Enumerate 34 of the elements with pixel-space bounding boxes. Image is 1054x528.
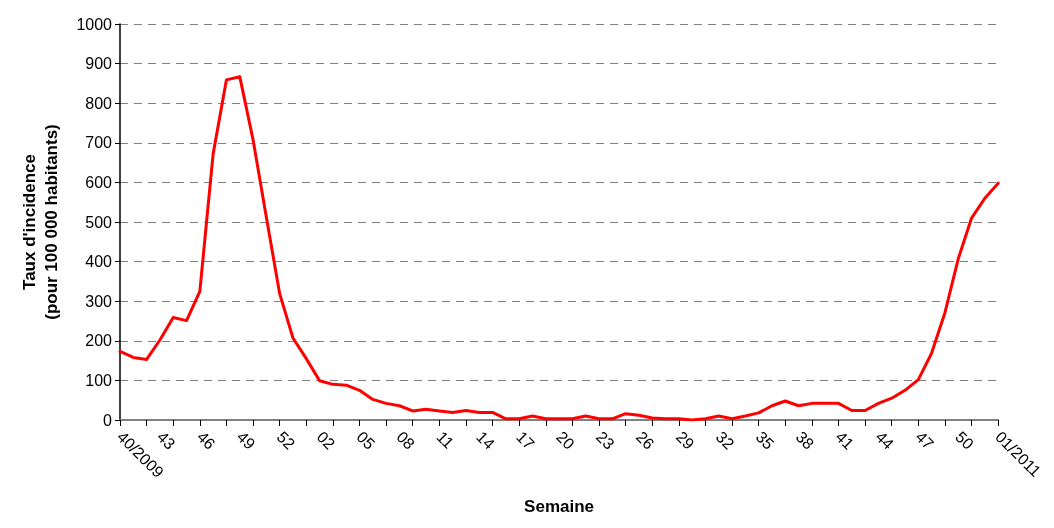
y-tick-label: 400 xyxy=(85,253,113,271)
x-tick-label: 20 xyxy=(553,427,578,453)
x-tick-label: 08 xyxy=(393,427,419,453)
y-axis-title: Taux d'incidence (pour 100 000 habitants) xyxy=(19,124,61,320)
x-tick-label: 26 xyxy=(632,427,658,453)
x-tick-label: 29 xyxy=(672,427,698,453)
y-tick-label: 1000 xyxy=(76,15,113,33)
x-tick-label: 32 xyxy=(712,427,738,453)
x-tick-label: 23 xyxy=(592,427,618,453)
y-tick-label: 200 xyxy=(85,332,113,350)
y-tick-label: 100 xyxy=(85,371,113,389)
x-tick-label: 47 xyxy=(912,427,937,453)
x-tick-label: 50 xyxy=(952,427,977,453)
x-tick-label: 52 xyxy=(273,427,299,453)
x-tick-label: 44 xyxy=(872,427,898,453)
y-tick-label: 800 xyxy=(85,94,113,112)
y-tick-label: 300 xyxy=(85,292,113,310)
y-tick-label: 700 xyxy=(85,134,113,152)
y-tick-label: 500 xyxy=(85,213,113,231)
y-tick-label: 900 xyxy=(85,55,113,73)
x-tick-label: 38 xyxy=(792,427,818,453)
line-series xyxy=(118,75,1000,422)
x-axis-title: Semaine xyxy=(524,497,595,516)
y-tick-label: 600 xyxy=(85,173,113,191)
x-tick-label: 11 xyxy=(433,427,458,452)
x-tick-label: 14 xyxy=(473,427,498,453)
x-tick-label: 17 xyxy=(513,427,538,453)
x-tick-label: 35 xyxy=(752,427,778,453)
x-tick-label: 05 xyxy=(353,427,379,453)
y-tick-label: 0 xyxy=(103,411,113,429)
x-tick-label: 41 xyxy=(832,427,858,453)
x-tick-label: 49 xyxy=(233,427,259,453)
x-tick-label: 46 xyxy=(193,427,219,453)
x-tick-label: 02 xyxy=(313,427,339,453)
